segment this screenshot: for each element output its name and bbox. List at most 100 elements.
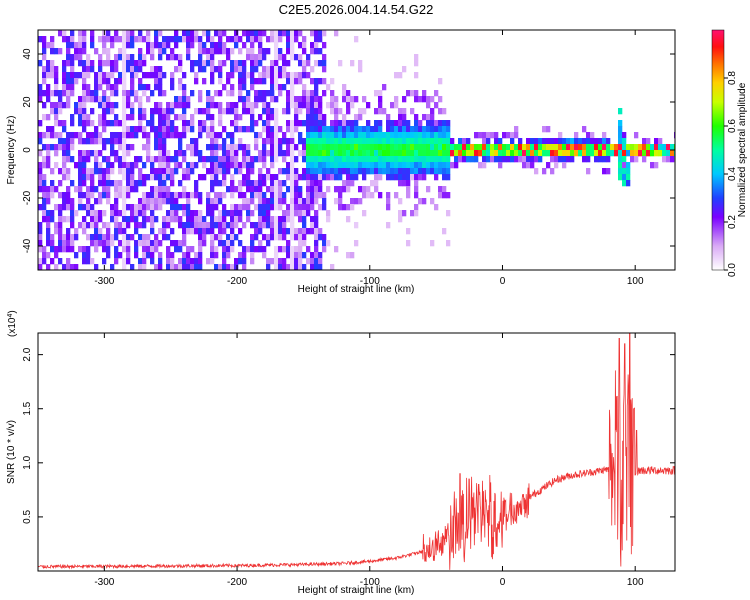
heatmap-cell: [150, 210, 155, 217]
heatmap-cell: [246, 216, 251, 223]
heatmap-cell: [58, 222, 63, 229]
heatmap-cell: [170, 252, 175, 259]
heatmap-cell: [238, 60, 243, 67]
heatmap-cell: [390, 132, 395, 139]
heatmap-cell: [382, 156, 387, 163]
heatmap-cell: [78, 54, 83, 61]
heatmap-cell: [38, 168, 43, 175]
heatmap-cell: [394, 120, 399, 127]
heatmap-cell: [202, 162, 207, 169]
heatmap-cell: [270, 216, 275, 223]
heatmap-cell: [86, 222, 91, 229]
heatmap-cell: [106, 162, 111, 169]
heatmap-cell: [522, 162, 527, 169]
heatmap-cell: [658, 150, 663, 157]
heatmap-cell: [182, 210, 187, 217]
heatmap-cell: [214, 102, 219, 109]
heatmap-cell: [78, 150, 83, 157]
heatmap-cell: [166, 54, 171, 61]
heatmap-cell: [334, 30, 339, 37]
heatmap-cell: [210, 186, 215, 193]
heatmap-cell: [194, 138, 199, 145]
heatmap-cell: [94, 48, 99, 55]
heatmap-cell: [598, 138, 603, 145]
heatmap-cell: [230, 102, 235, 109]
heatmap-cell: [122, 150, 127, 157]
heatmap-cell: [278, 168, 283, 175]
heatmap-cell: [206, 144, 211, 151]
heatmap-cell: [62, 156, 67, 163]
heatmap-cell: [494, 132, 499, 139]
heatmap-cell: [270, 180, 275, 187]
heatmap-cell: [294, 198, 299, 205]
heatmap-cell: [574, 138, 579, 145]
heatmap-cell: [218, 216, 223, 223]
heatmap-cell: [530, 156, 535, 163]
heatmap-cell: [342, 138, 347, 145]
heatmap-cell: [298, 72, 303, 79]
heatmap-cell: [650, 162, 655, 169]
heatmap-cell: [162, 126, 167, 133]
heatmap-cell: [238, 90, 243, 97]
heatmap-cell: [170, 108, 175, 115]
heatmap-cell: [258, 156, 263, 163]
heatmap-cell: [470, 156, 475, 163]
heatmap-cell: [82, 96, 87, 103]
heatmap-cell: [402, 126, 407, 133]
heatmap-cell: [206, 30, 211, 37]
heatmap-cell: [218, 108, 223, 115]
heatmap-cell: [450, 150, 455, 157]
heatmap-cell: [662, 150, 667, 157]
heatmap-cell: [286, 126, 291, 133]
heatmap-cell: [394, 174, 399, 181]
heatmap-cell: [482, 162, 487, 169]
heatmap-cell: [102, 114, 107, 121]
heatmap-cell: [302, 120, 307, 127]
heatmap-cell: [234, 126, 239, 133]
heatmap-cell: [202, 216, 207, 223]
heatmap-cell: [182, 36, 187, 43]
heatmap-cell: [626, 144, 631, 151]
heatmap-cell: [422, 174, 427, 181]
heatmap-cell: [190, 222, 195, 229]
heatmap-cell: [414, 96, 419, 103]
heatmap-cell: [262, 90, 267, 97]
heatmap-cell: [54, 66, 59, 73]
heatmap-cell: [298, 96, 303, 103]
spectrogram-x-tick-label: -200: [227, 276, 247, 287]
heatmap-cell: [202, 234, 207, 241]
heatmap-cell: [66, 48, 71, 55]
heatmap-cell: [162, 216, 167, 223]
heatmap-cell: [346, 252, 351, 259]
heatmap-cell: [426, 102, 431, 109]
heatmap-cell: [302, 216, 307, 223]
heatmap-cell: [142, 132, 147, 139]
heatmap-cell: [558, 150, 563, 157]
heatmap-cell: [174, 168, 179, 175]
heatmap-cell: [290, 228, 295, 235]
heatmap-cell: [542, 126, 547, 133]
heatmap-cell: [306, 108, 311, 115]
heatmap-cell: [146, 138, 151, 145]
heatmap-cell: [134, 222, 139, 229]
heatmap-cell: [262, 144, 267, 151]
heatmap-cell: [50, 108, 55, 115]
heatmap-cell: [38, 234, 43, 241]
heatmap-cell: [254, 54, 259, 61]
heatmap-cell: [202, 42, 207, 49]
heatmap-cell: [438, 168, 443, 175]
heatmap-cell: [298, 234, 303, 241]
heatmap-cell: [238, 114, 243, 121]
heatmap-cell: [406, 126, 411, 133]
heatmap-cell: [178, 60, 183, 67]
heatmap-cell: [106, 84, 111, 91]
heatmap-cell: [146, 192, 151, 199]
heatmap-cell: [134, 156, 139, 163]
heatmap-cell: [306, 174, 311, 181]
heatmap-cell: [162, 198, 167, 205]
heatmap-cell: [310, 114, 315, 121]
heatmap-cell: [110, 204, 115, 211]
heatmap-cell: [142, 162, 147, 169]
heatmap-cell: [530, 150, 535, 157]
heatmap-cell: [122, 210, 127, 217]
